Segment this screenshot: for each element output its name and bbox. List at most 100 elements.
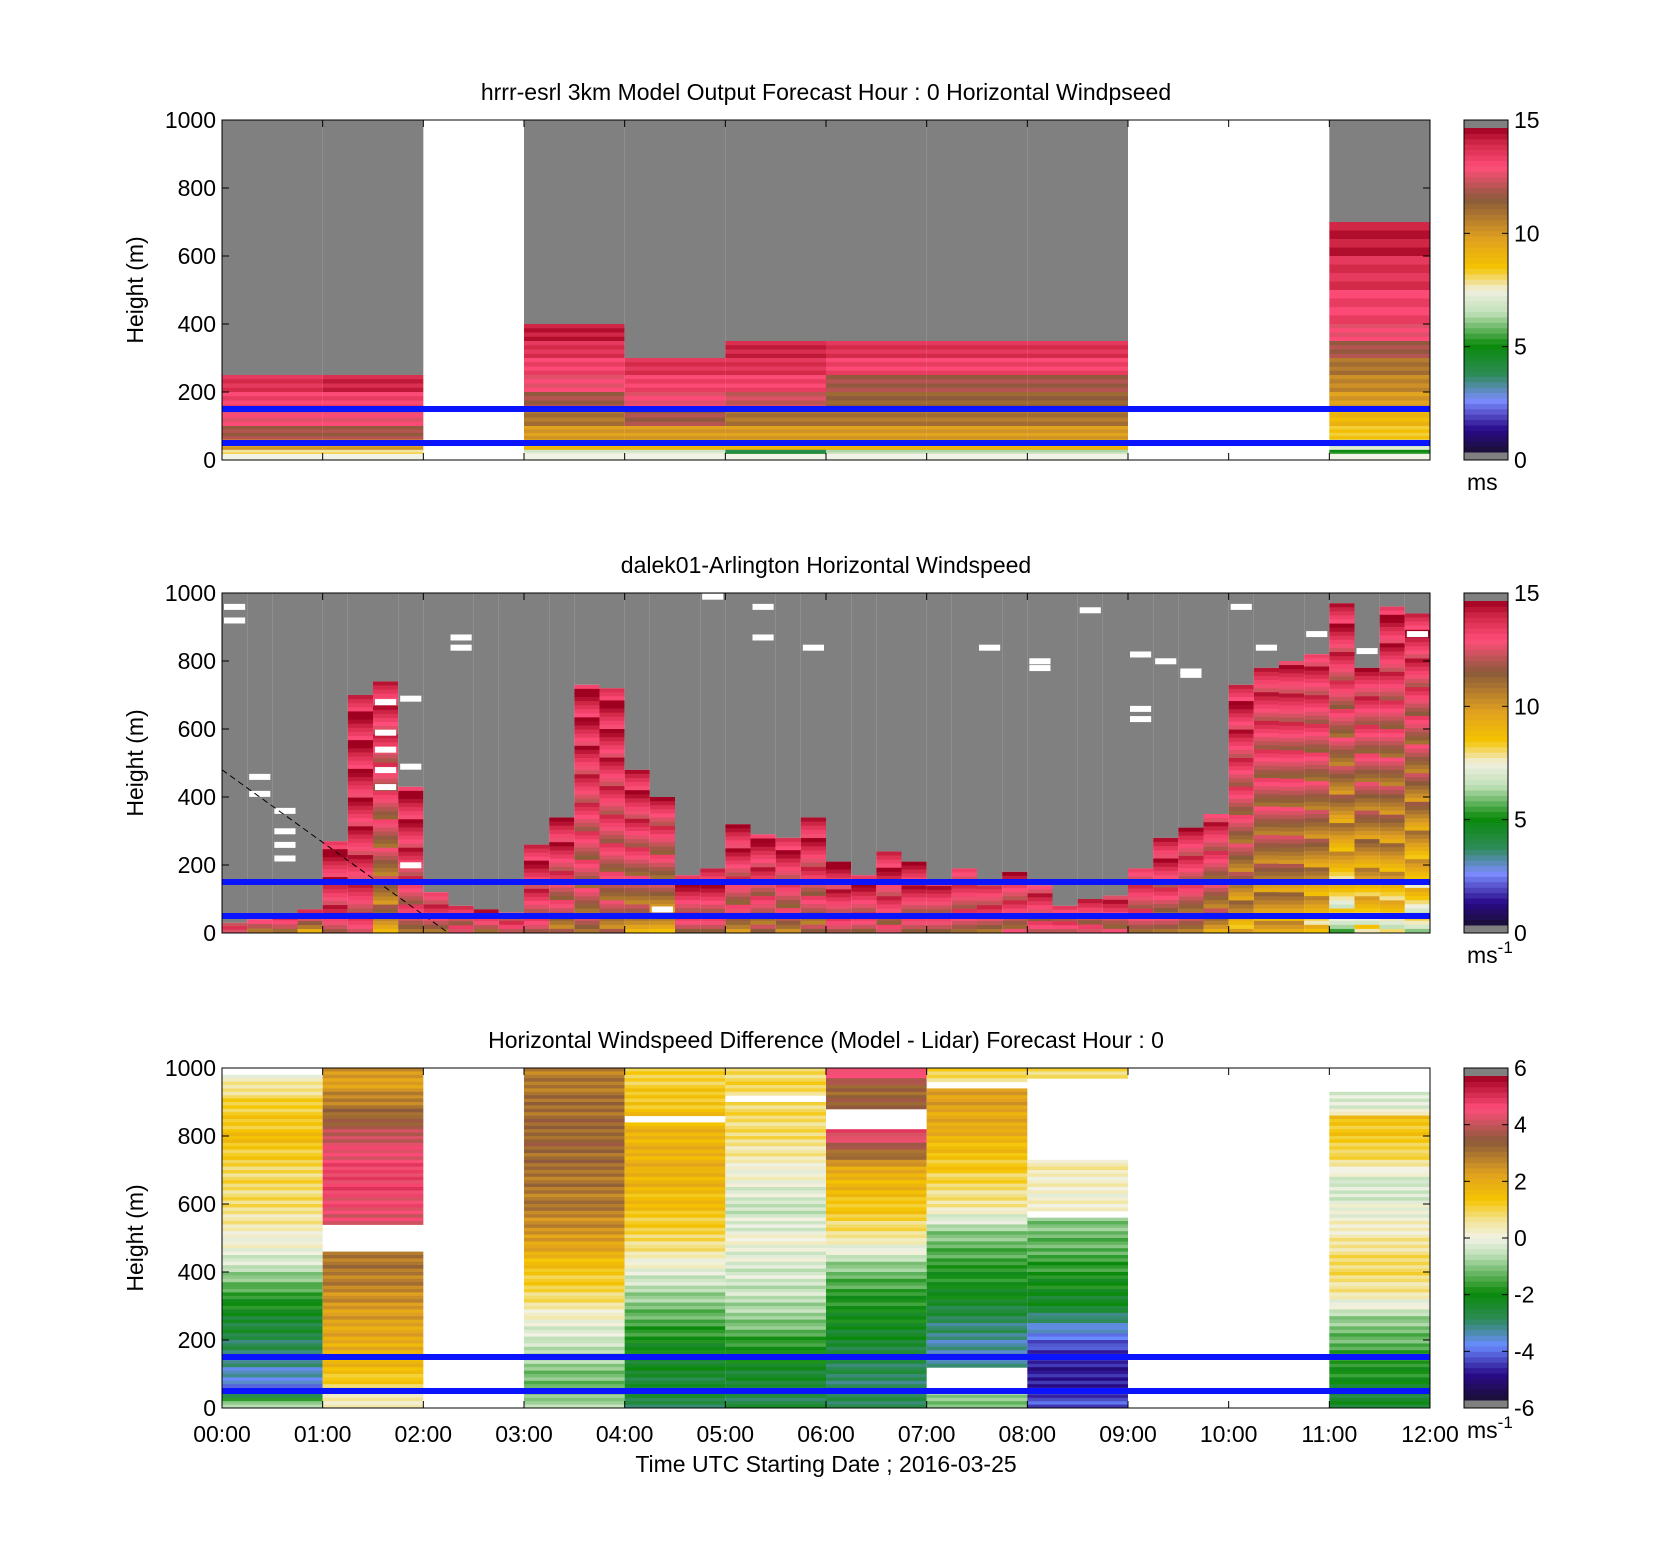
heatmap-cell — [826, 341, 927, 346]
heatmap-cell — [1228, 745, 1254, 751]
heatmap-cell — [1329, 908, 1355, 914]
heatmap-cell — [1379, 688, 1405, 693]
colorbar-swatch — [1464, 1270, 1508, 1277]
heatmap-cell — [725, 1159, 826, 1164]
heatmap-cell — [926, 1343, 1028, 1348]
heatmap-cell — [222, 1200, 323, 1205]
heatmap-cell — [926, 1142, 1028, 1147]
heatmap-cell — [1027, 1329, 1128, 1334]
heatmap-cell — [1329, 1119, 1430, 1123]
heatmap-cell — [800, 924, 826, 930]
heatmap-cell — [524, 1146, 625, 1151]
heatmap-cell — [322, 1221, 424, 1225]
heatmap-cell — [222, 449, 323, 453]
heatmap-cell — [1077, 924, 1103, 930]
heatmap-cell — [1253, 733, 1279, 738]
heatmap-cell — [725, 345, 826, 350]
heatmap-cell — [1027, 1227, 1128, 1232]
heatmap-cell — [1329, 273, 1430, 282]
heatmap-cell — [1329, 859, 1355, 865]
heatmap-cell — [775, 862, 801, 868]
heatmap-cell — [1027, 901, 1053, 906]
heatmap-cell — [322, 1149, 424, 1154]
y-axis-label: Height (m) — [122, 709, 148, 816]
heatmap-cell — [1379, 675, 1405, 681]
colorbar-swatch — [1464, 317, 1508, 323]
heatmap-cell — [1304, 908, 1330, 913]
heatmap-cell — [624, 449, 726, 453]
heatmap-cell — [826, 1217, 927, 1222]
heatmap-cell — [826, 1166, 927, 1171]
heatmap-cell — [851, 883, 877, 889]
heatmap-cell — [373, 721, 399, 727]
heatmap-cell — [876, 875, 902, 881]
heatmap-cell — [322, 1316, 424, 1321]
heatmap-cell — [373, 928, 399, 933]
heatmap-cell — [826, 1187, 927, 1191]
heatmap-cell — [1354, 867, 1380, 873]
heatmap-cell — [1304, 920, 1330, 926]
heatmap-cell — [1027, 1183, 1128, 1188]
heatmap-cell — [951, 884, 977, 890]
heatmap-cell — [549, 846, 575, 851]
heatmap-cell — [599, 782, 625, 787]
heatmap-cell — [222, 1384, 323, 1389]
heatmap-cell — [322, 1261, 424, 1266]
heatmap-cell — [624, 773, 650, 779]
heatmap-cell — [373, 709, 399, 715]
heatmap-cell — [1228, 802, 1254, 808]
heatmap-cell — [624, 1272, 726, 1276]
heatmap-cell — [222, 436, 323, 441]
heatmap-cell — [624, 453, 726, 460]
heatmap-cell — [1329, 375, 1430, 380]
heatmap-cell — [977, 917, 1003, 922]
missing-data-speckle — [375, 729, 397, 736]
colorbar-swatch — [1464, 881, 1508, 888]
heatmap-cell — [826, 1214, 927, 1219]
missing-data-cell — [272, 593, 298, 916]
heatmap-cell — [1027, 1207, 1128, 1212]
heatmap-cell — [322, 432, 424, 437]
heatmap-cell — [624, 1258, 726, 1263]
heatmap-cell — [826, 1163, 927, 1168]
heatmap-cell — [1379, 704, 1405, 710]
heatmap-cell — [1354, 777, 1380, 783]
heatmap-cell — [725, 1258, 826, 1263]
heatmap-cell — [649, 928, 675, 933]
colorbar-swatch — [1464, 1297, 1508, 1304]
heatmap-cell — [926, 1316, 1028, 1321]
heatmap-cell — [222, 1401, 323, 1406]
heatmap-cell — [750, 891, 776, 897]
heatmap-cell — [1253, 667, 1279, 673]
heatmap-cell — [1329, 1360, 1430, 1365]
colorbar-swatch — [1464, 246, 1508, 253]
heatmap-cell — [1002, 888, 1028, 893]
heatmap-cell — [524, 1340, 625, 1344]
heatmap-cell — [1379, 859, 1405, 865]
heatmap-cell — [574, 884, 600, 889]
heatmap-cell — [624, 1384, 726, 1389]
heatmap-cell — [1354, 814, 1380, 820]
heatmap-cell — [1279, 746, 1305, 751]
colorbar-swatch — [1464, 198, 1508, 205]
heatmap-cell — [725, 1170, 826, 1174]
heatmap-cell — [1279, 790, 1305, 796]
heatmap-cell — [524, 852, 550, 858]
heatmap-cell — [1329, 1180, 1430, 1185]
heatmap-cell — [624, 1142, 726, 1147]
heatmap-cell — [347, 814, 373, 819]
heatmap-cell — [725, 1200, 826, 1205]
heatmap-cell — [322, 1340, 424, 1344]
heatmap-cell — [322, 1136, 424, 1140]
heatmap-cell — [1379, 729, 1405, 734]
heatmap-cell — [1228, 871, 1254, 877]
heatmap-cell — [524, 1125, 625, 1130]
heatmap-cell — [1027, 1180, 1128, 1185]
heatmap-cell — [725, 1367, 826, 1372]
heatmap-cell — [1404, 650, 1430, 655]
colorbar-swatch — [1464, 730, 1508, 737]
heatmap-cell — [725, 900, 751, 906]
heatmap-cell — [1027, 893, 1053, 898]
heatmap-cell — [222, 1227, 323, 1232]
heatmap-cell — [524, 1319, 625, 1324]
